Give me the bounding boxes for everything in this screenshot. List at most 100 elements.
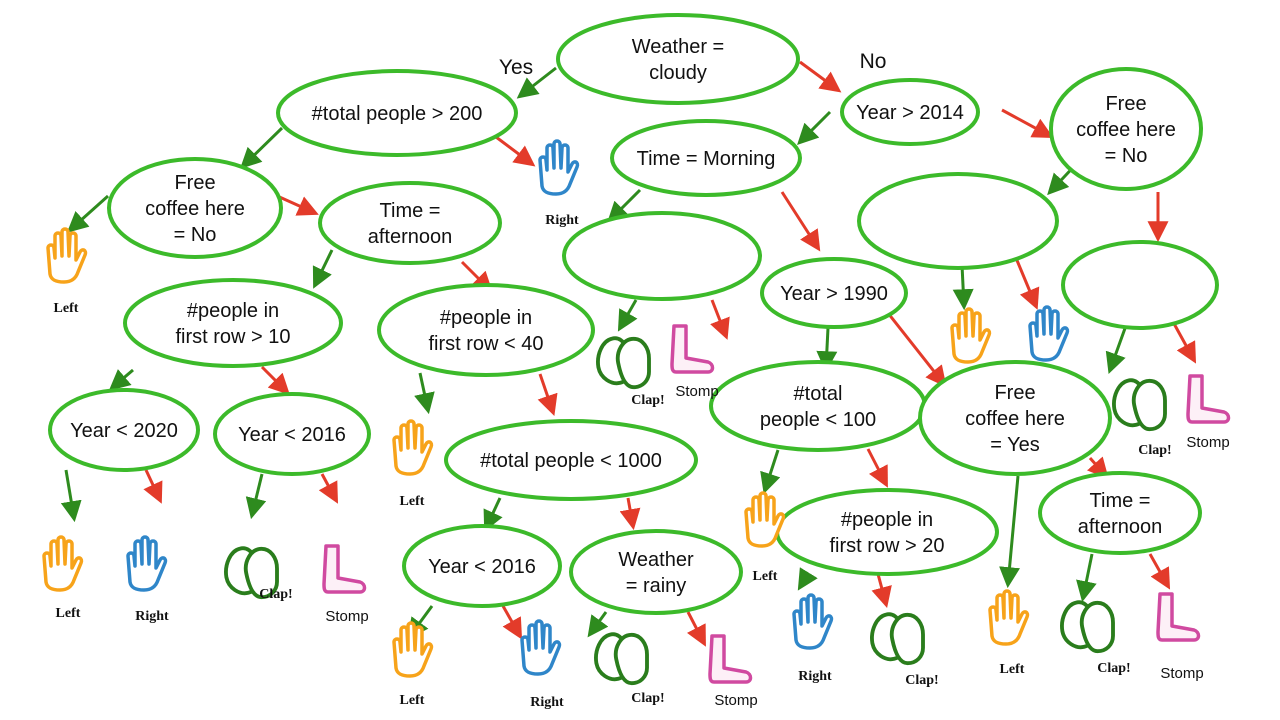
leaf-right <box>1028 305 1070 362</box>
node-text: Year < 2020 <box>70 420 178 442</box>
node-ellipse <box>760 257 908 329</box>
no-edge-arrow <box>866 448 888 488</box>
leaf-label: Stomp <box>1160 665 1203 682</box>
no-edge-arrow <box>710 299 730 340</box>
leaf-right: Right <box>792 593 834 684</box>
node-text: first row > 20 <box>829 535 944 557</box>
yes-edge-arrow <box>66 194 110 233</box>
leaf-left: Left <box>744 491 786 584</box>
tree-node: #people in first row < 40 <box>377 283 595 377</box>
node-text: = No <box>174 224 217 246</box>
leaf-label: Clap! <box>1138 443 1171 458</box>
hand-icon <box>950 307 992 364</box>
hand-icon <box>392 419 434 476</box>
node-text: #total <box>794 383 843 405</box>
node-text: #total people > 200 <box>312 103 483 125</box>
node-text: Year > 2014 <box>856 102 964 124</box>
tree-node: Year < 2016 <box>402 524 562 608</box>
leaf-clap: Clap! <box>596 336 665 408</box>
node-text: #people in <box>841 509 933 531</box>
leaf-right: Right <box>520 619 564 710</box>
no-edge-arrow <box>501 605 523 640</box>
tree-node: Time = afternoon <box>318 181 502 265</box>
leaf-left: Left <box>988 589 1030 677</box>
node-ellipse <box>123 278 343 368</box>
hand-icon <box>42 535 84 592</box>
node-text: people < 100 <box>760 409 876 431</box>
tree-node: Year < 2016 <box>213 392 371 476</box>
clap-hands-icon <box>1060 600 1115 654</box>
tree-node: Free coffee here = No <box>107 157 283 259</box>
leaf-left: Left <box>392 419 434 509</box>
no-edge-arrow <box>318 473 338 504</box>
leaf-label: Left <box>753 569 778 584</box>
leaf-label: Clap! <box>905 673 938 688</box>
tree-node: Year > 1990 <box>760 257 908 329</box>
node-text: afternoon <box>368 226 453 248</box>
tree-node <box>857 172 1059 270</box>
leaf-label: Clap! <box>631 393 664 408</box>
tree-node: Time = Morning <box>610 119 802 197</box>
hand-icon <box>126 535 168 592</box>
yes-edge-arrow <box>797 110 832 145</box>
no-edge-arrow <box>1148 553 1171 590</box>
node-text: Free <box>994 382 1035 404</box>
leaf-label: Left <box>1000 662 1025 677</box>
leaf-clap: Clap! <box>224 546 293 602</box>
edges-layer <box>60 60 1197 647</box>
leaf-stomp: Stomp <box>322 544 369 625</box>
clap-hands-icon <box>1112 378 1167 432</box>
foot-icon <box>708 634 753 684</box>
yes-edge-arrow <box>312 249 334 289</box>
node-ellipse <box>1049 67 1203 191</box>
node-text: Time = <box>380 200 441 222</box>
yes-edge-arrow <box>952 264 974 311</box>
foot-icon <box>1156 592 1201 642</box>
node-ellipse <box>556 13 800 105</box>
tree-node: Free coffee here = Yes <box>918 360 1112 476</box>
tree-node <box>1061 240 1219 330</box>
yes-edge-arrow <box>108 368 134 391</box>
node-text: = No <box>1105 145 1148 167</box>
leaf-stomp: Stomp <box>670 324 719 400</box>
leaf-left <box>950 307 992 364</box>
leaf-clap: Clap! <box>870 612 939 688</box>
node-text: coffee here <box>145 198 245 220</box>
node-text: afternoon <box>1078 516 1163 538</box>
tree-node: Time = afternoon <box>1038 471 1202 555</box>
node-text: first row < 40 <box>428 333 543 355</box>
clap-hands-icon <box>594 632 649 686</box>
node-ellipse <box>775 488 999 576</box>
leaf-label: Stomp <box>714 692 757 709</box>
node-text: #people in <box>187 300 279 322</box>
node-ellipse <box>562 211 762 301</box>
leaf-stomp: Stomp <box>1186 374 1231 451</box>
leaf-label: Right <box>530 695 564 710</box>
yes-edge-arrow <box>239 126 284 169</box>
hand-icon <box>988 589 1030 646</box>
leaf-label: Left <box>56 606 81 621</box>
no-edge-arrow <box>871 573 892 609</box>
leaf-label: Clap! <box>259 587 292 602</box>
no-edge-arrow <box>1001 108 1054 139</box>
hand-icon <box>520 619 562 676</box>
hand-icon <box>392 621 434 678</box>
tree-node: #total people < 1000 <box>444 419 698 501</box>
yes-edge-arrow <box>414 372 435 415</box>
node-ellipse <box>377 283 595 377</box>
node-text: Year < 2016 <box>428 556 536 578</box>
yes-edge-arrow <box>245 473 267 520</box>
tree-node: #total people < 100 <box>709 360 927 452</box>
node-ellipse <box>840 78 980 146</box>
node-ellipse <box>1061 240 1219 330</box>
leaf-label: Right <box>135 609 169 624</box>
yes-edge-arrow <box>60 469 82 523</box>
hand-icon <box>46 227 88 284</box>
yes-edge-arrow <box>617 299 638 332</box>
no-edge-arrow <box>491 132 536 167</box>
yes-edge-arrow <box>607 188 642 223</box>
foot-icon <box>670 324 715 374</box>
node-ellipse <box>918 360 1112 476</box>
no-edge-arrow <box>799 60 842 93</box>
